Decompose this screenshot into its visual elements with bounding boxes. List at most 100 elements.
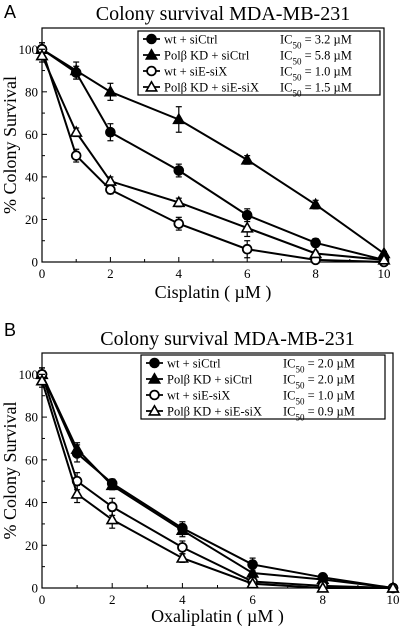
data-point [35,373,49,386]
x-tick-label: 0 [39,592,46,607]
legend-ic50: IC50 = 3.2 µM [280,32,352,50]
series-4 [35,48,391,265]
data-point [240,221,254,233]
panel-letter: B [4,320,16,340]
x-tick-label: 10 [387,592,400,607]
y-tick-label: 40 [25,495,38,510]
y-tick-label: 0 [32,581,39,596]
legend-marker [144,80,159,92]
x-tick-label: 6 [249,592,256,607]
legend-label: wt + siCtrl [167,356,221,370]
y-tick-label: 80 [25,84,38,99]
legend-marker [146,33,157,45]
data-point [69,125,83,137]
legend-marker [149,389,160,401]
data-point [70,487,84,499]
legend-label: wt + siCtrl [164,32,218,46]
legend-label: Polβ KD + siCtrl [167,372,253,386]
data-point [172,195,186,208]
data-point [377,253,391,265]
legend-label: wt + siE-siX [167,388,230,402]
data-point [105,512,119,525]
data-point [69,63,83,76]
legend-ic50: IC50 = 2.0 µM [283,372,355,390]
data-point [316,581,330,593]
series-4 [35,373,400,593]
legend-ic50: IC50 = 0.9 µM [283,404,355,422]
legend-entry-3: wt + siE-siX IC50 = 1.0 µM [143,64,352,82]
data-point [173,165,185,176]
legend-entry-2: Polβ KD + siCtrl IC50 = 5.8 µM [143,48,352,66]
legend-ic50: IC50 = 1.0 µM [280,64,352,82]
legend-ic50: IC50 = 2.0 µM [283,356,355,374]
panel-letter: A [4,2,16,22]
x-axis-label: Oxaliplatin ( µM ) [151,606,284,627]
data-point [386,581,400,593]
data-point [35,48,49,61]
legend-entry-1: wt + siCtrl IC50 = 3.2 µM [143,32,352,50]
legend-marker [144,48,159,60]
data-point [241,209,253,221]
data-point [106,501,118,513]
y-tick-label: 80 [25,410,38,425]
y-tick-label: 100 [19,42,39,57]
legend-ic50: IC50 = 1.5 µM [280,80,352,98]
legend-label: Polβ KD + siE-siX [167,404,262,418]
legend-marker [147,372,162,384]
data-point [177,542,188,553]
data-point [103,85,117,97]
legend-box [140,354,386,420]
x-tick-label: 8 [312,266,319,281]
y-tick-label: 40 [25,169,38,184]
y-axis-label: % Colony Survival [0,76,20,214]
legend-label: Polβ KD + siCtrl [164,48,250,62]
legend-marker [149,357,160,369]
data-point [241,243,253,255]
x-tick-label: 8 [320,592,327,607]
y-tick-label: 20 [25,212,38,227]
series-2 [35,42,391,259]
legend-entry-3: wt + siE-siX IC50 = 1.0 µM [146,388,355,406]
legend-entry-1: wt + siCtrl IC50 = 2.0 µM [146,356,355,374]
x-tick-label: 0 [39,266,46,281]
data-point [103,174,117,186]
x-axis-label: Cisplatin ( µM ) [155,282,272,303]
chart-title: Colony survival MDA-MB-231 [100,328,354,350]
data-point [173,218,185,230]
chart-panel-b: B Colony survival MDA-MB-231 0 20 40 60 80 100 0… [0,320,400,627]
data-point [246,576,260,589]
x-tick-label: 4 [176,266,183,281]
legend-entry-4: Polβ KD + siE-siX IC50 = 0.9 µM [146,404,355,422]
legend-label: Polβ KD + siE-siX [164,80,259,94]
data-point [240,153,254,165]
legend-label: wt + siE-siX [164,64,227,78]
legend-box [137,30,381,96]
x-tick-label: 2 [107,266,114,281]
legend-entry-2: Polβ KD + siCtrl IC50 = 2.0 µM [146,372,355,390]
data-point [310,237,321,249]
data-point [105,478,119,491]
x-tick-label: 2 [109,592,116,607]
data-point [172,112,186,125]
legend-entry-4: Polβ KD + siE-siX IC50 = 1.5 µM [143,80,352,98]
legend-marker [146,65,157,77]
legend-ic50: IC50 = 1.0 µM [283,388,355,406]
y-axis-label: % Colony Survival [0,402,20,540]
y-tick-label: 100 [19,367,39,382]
x-tick-label: 6 [244,266,251,281]
y-tick-label: 20 [25,538,38,553]
y-tick-label: 60 [25,452,38,467]
data-point [105,184,116,195]
y-tick-label: 60 [25,127,38,142]
chart-title: Colony survival MDA-MB-231 [96,3,350,25]
chart-panel-a: A Colony survival MDA-MB-231 0 20 40 60 80 100 0… [0,2,391,303]
data-point [70,150,82,161]
data-point [70,442,84,454]
data-point [309,246,323,259]
legend-marker [147,404,162,416]
x-tick-label: 4 [179,592,186,607]
data-point [309,197,323,210]
data-point [175,551,189,563]
